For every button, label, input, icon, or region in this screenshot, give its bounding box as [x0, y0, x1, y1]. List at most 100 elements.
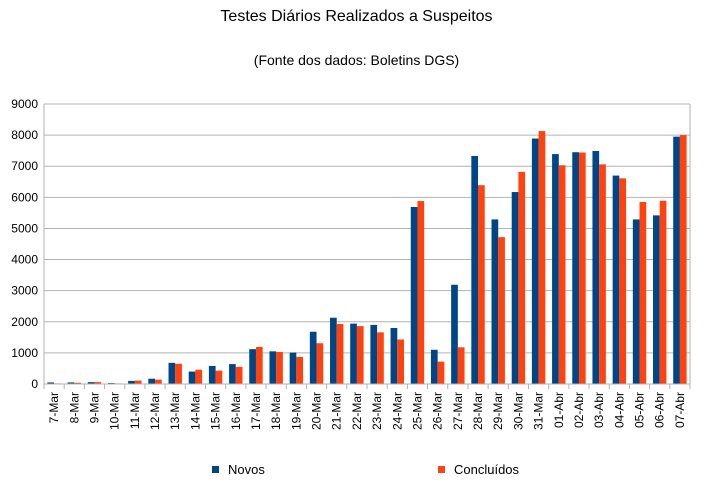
- x-axis: 7-Mar 8-Mar 9-Mar 10-Mar 11-Mar 12-Mar 13-Mar 1…: [43, 383, 691, 430]
- bar-novos: [511, 192, 519, 384]
- bar-novos: [592, 150, 600, 384]
- x-tick-label: 17-Mar: [249, 392, 263, 430]
- y-tick-label: 4000: [11, 253, 38, 267]
- x-tick-label: 29-Mar: [491, 392, 505, 430]
- x-tick-label: 04-Abr: [612, 392, 626, 428]
- bar-novos: [673, 136, 680, 384]
- legend-label-novos: Novos: [228, 462, 265, 477]
- x-tick-label: 31-Mar: [532, 392, 546, 430]
- bar-concluidos: [235, 366, 243, 384]
- x-tick-label: 8-Mar: [67, 392, 81, 423]
- bar-novos: [168, 362, 176, 384]
- y-tick-label: 8000: [11, 128, 38, 142]
- bar-novos: [632, 219, 640, 384]
- bar-concluidos: [578, 152, 586, 384]
- x-tick-label: 9-Mar: [87, 392, 101, 423]
- x-tick-label: 28-Mar: [471, 392, 485, 430]
- x-tick-label: 24-Mar: [390, 392, 404, 430]
- y-tick-label: 3000: [11, 284, 38, 298]
- bar-novos: [410, 206, 418, 384]
- x-tick-label: 20-Mar: [310, 392, 324, 430]
- bar-concluidos: [336, 323, 344, 384]
- bar-concluidos: [518, 171, 526, 384]
- bars: [47, 131, 687, 384]
- bar-novos: [330, 317, 337, 384]
- x-tick-label: 02-Abr: [572, 392, 586, 428]
- bar-concluidos: [74, 382, 81, 384]
- bar-novos: [370, 324, 378, 384]
- bar-concluidos: [195, 369, 203, 384]
- bar-novos: [653, 215, 660, 384]
- legend-label-concluidos: Concluídos: [454, 462, 520, 477]
- bar-concluidos: [679, 135, 687, 384]
- x-tick-label: 01-Abr: [552, 392, 566, 428]
- x-tick-label: 10-Mar: [108, 392, 122, 430]
- bar-novos: [67, 382, 75, 384]
- bar-novos: [471, 155, 479, 384]
- chart-subtitle: (Fonte dos dados: Boletins DGS): [253, 52, 460, 68]
- bar-novos: [552, 154, 559, 384]
- bar-concluidos: [558, 165, 566, 384]
- x-tick-label: 18-Mar: [269, 392, 283, 430]
- bar-novos: [47, 382, 55, 384]
- bar-concluidos: [316, 343, 324, 384]
- bar-concluidos: [619, 178, 627, 384]
- y-axis: 0 1000 2000 3000 4000 5000 6000 7000 8000 9000: [11, 97, 691, 391]
- bar-novos: [491, 219, 499, 384]
- y-tick-label: 0: [31, 377, 38, 391]
- bar-concluidos: [397, 339, 404, 384]
- legend-item-novos: Novos: [212, 462, 265, 477]
- bar-novos: [148, 378, 156, 384]
- y-tick-label: 9000: [11, 97, 38, 111]
- x-tick-label: 11-Mar: [128, 392, 142, 429]
- x-tick-label: 14-Mar: [188, 392, 202, 430]
- legend-swatch-concluidos: [438, 466, 445, 473]
- bar-concluidos: [659, 200, 667, 384]
- x-tick-label: 22-Mar: [350, 392, 364, 430]
- x-tick-label: 07-Abr: [673, 392, 687, 428]
- y-tick-label: 5000: [11, 221, 38, 235]
- chart-title: Testes Diários Realizados a Suspeitos: [220, 8, 493, 25]
- x-tick-label: 25-Mar: [410, 392, 424, 430]
- bar-novos: [531, 138, 539, 384]
- bar-concluidos: [356, 326, 364, 384]
- y-tick-label: 1000: [11, 346, 38, 360]
- bar-novos: [269, 351, 277, 384]
- y-tick-label: 2000: [11, 315, 38, 329]
- bar-concluidos: [175, 363, 182, 384]
- bar-novos: [289, 352, 297, 384]
- bar-concluidos: [255, 346, 263, 384]
- x-tick-label: 03-Abr: [592, 392, 606, 428]
- bar-concluidos: [276, 351, 283, 384]
- x-tick-label: 15-Mar: [209, 392, 223, 430]
- y-tick-label: 6000: [11, 190, 38, 204]
- bar-concluidos: [599, 164, 606, 384]
- bar-novos: [128, 380, 135, 384]
- x-tick-label: 13-Mar: [168, 392, 182, 430]
- bar-novos: [430, 349, 438, 384]
- bar-concluidos: [296, 356, 304, 384]
- bar-novos: [451, 284, 458, 384]
- bar-novos: [309, 331, 317, 384]
- bar-concluidos: [215, 370, 223, 384]
- bar-novos: [188, 371, 196, 384]
- bar-concluidos: [377, 332, 384, 384]
- bar-novos: [572, 152, 579, 384]
- x-tick-label: 23-Mar: [370, 392, 384, 430]
- x-tick-label: 16-Mar: [229, 392, 243, 430]
- legend-item-concluidos: Concluídos: [438, 462, 519, 477]
- bar-novos: [229, 364, 236, 384]
- bar-novos: [249, 349, 256, 384]
- x-tick-label: 06-Abr: [653, 392, 667, 428]
- bar-concluidos: [457, 347, 465, 384]
- x-tick-label: 21-Mar: [330, 392, 344, 430]
- bar-concluidos: [538, 131, 546, 384]
- bar-concluidos: [639, 202, 647, 384]
- x-tick-label: 30-Mar: [511, 392, 525, 430]
- x-tick-label: 7-Mar: [47, 392, 61, 423]
- x-tick-label: 12-Mar: [148, 392, 162, 430]
- bar-concluidos: [498, 237, 505, 384]
- bar-concluidos: [478, 185, 485, 384]
- bar-concluidos: [134, 380, 142, 384]
